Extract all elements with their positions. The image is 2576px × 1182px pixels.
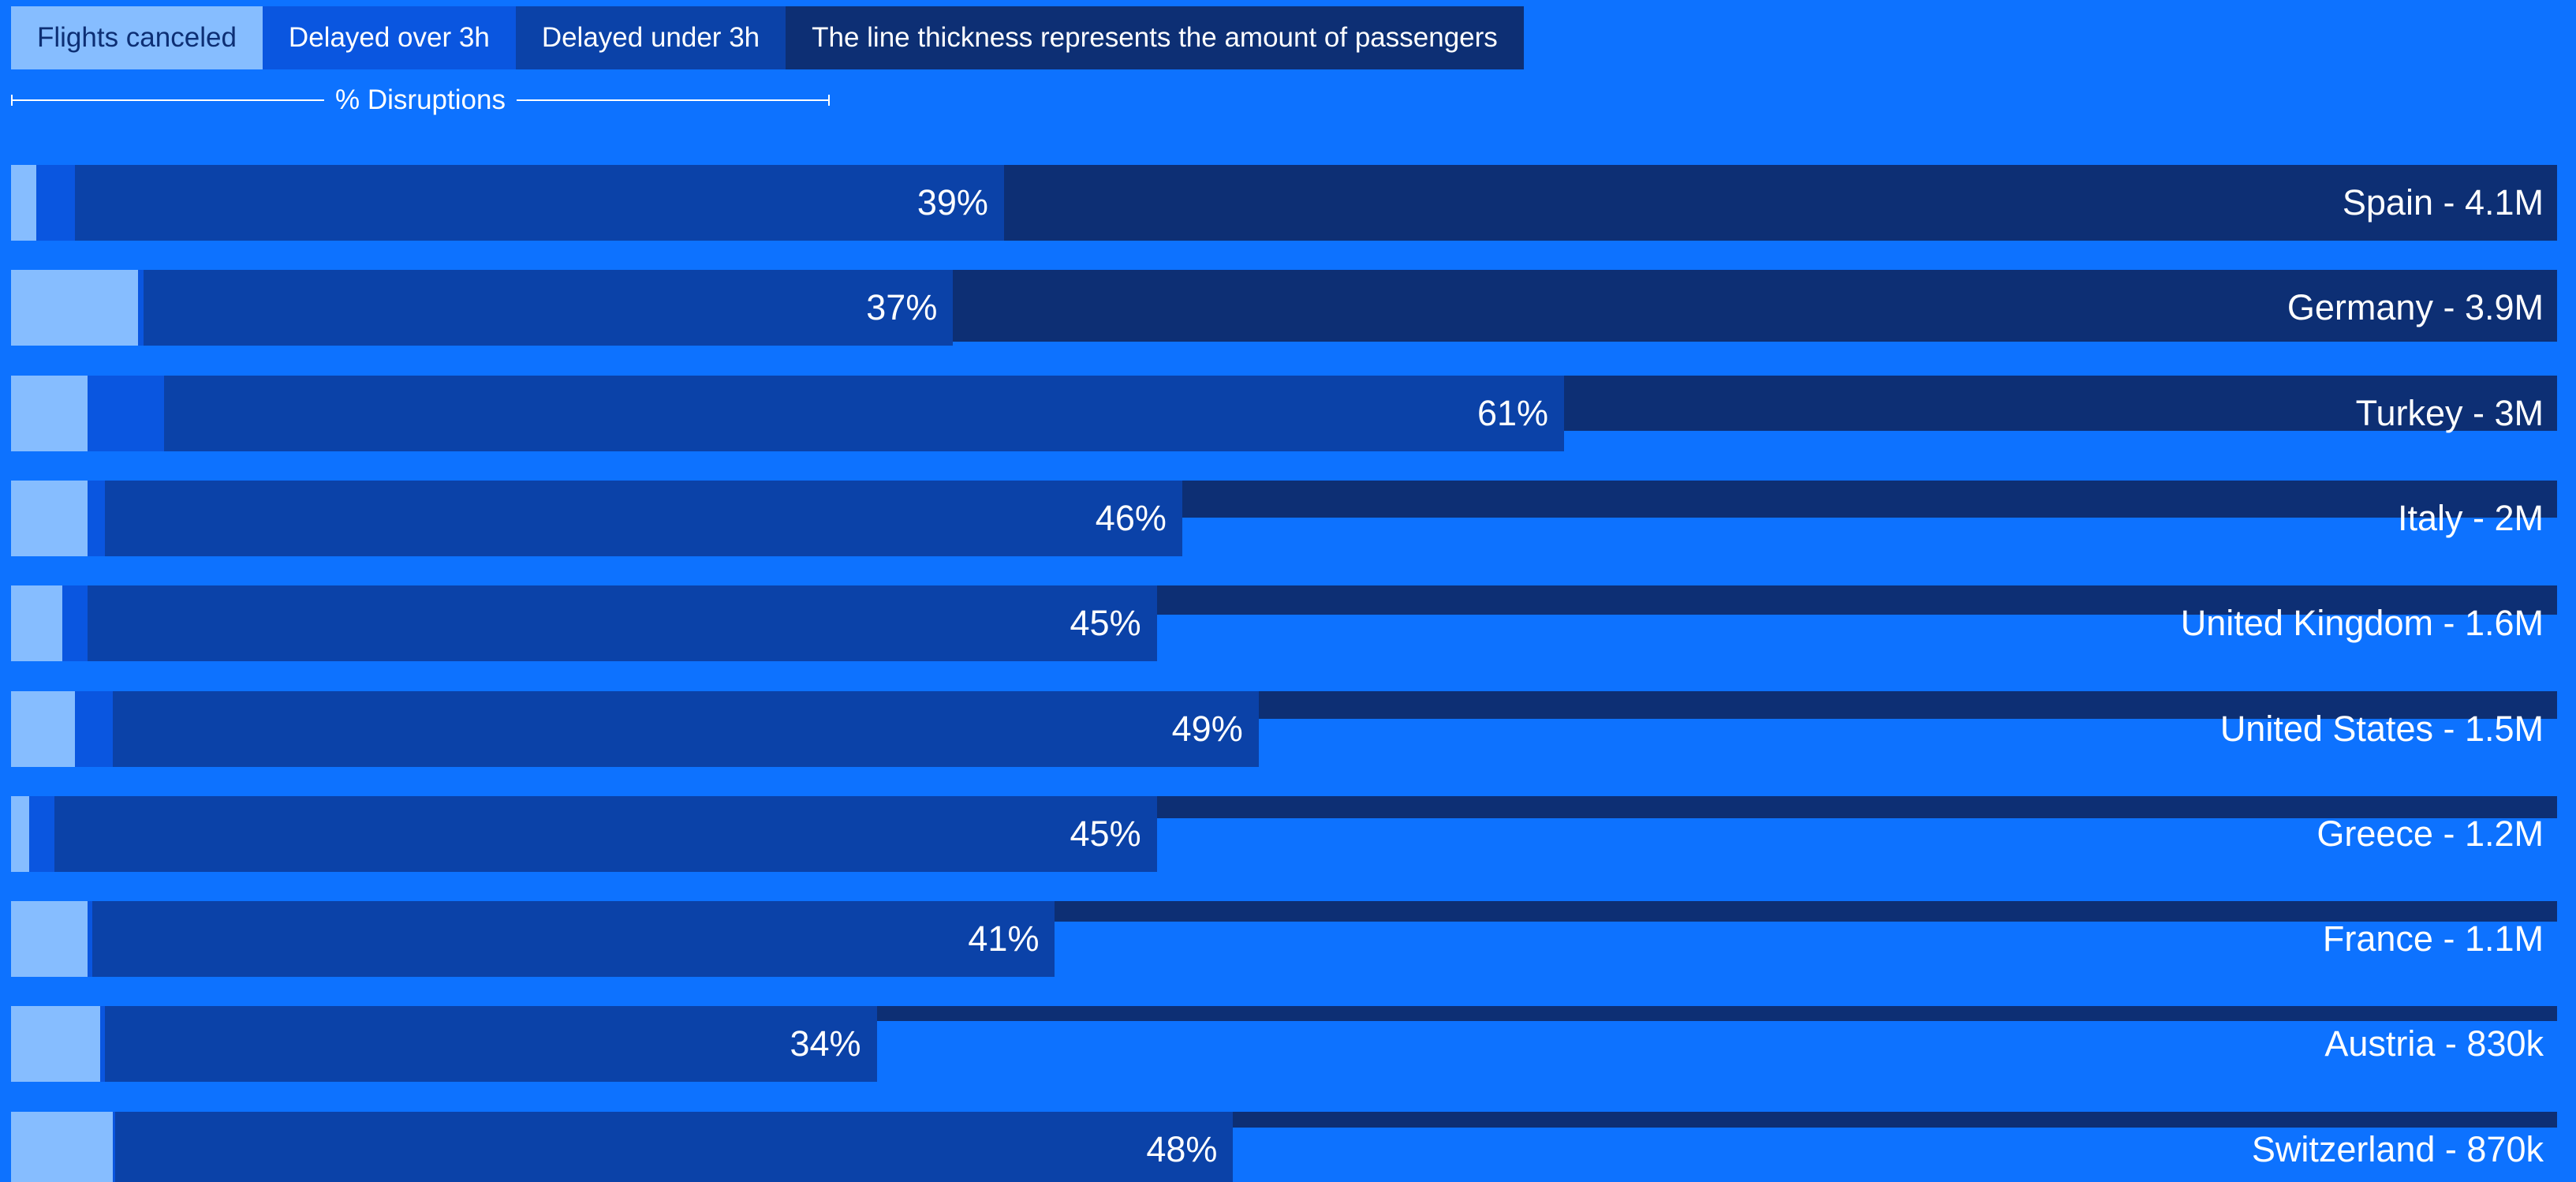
bar-segment-canceled (11, 376, 88, 451)
bar-segment-delayed-over (87, 481, 106, 556)
bar-segment-delayed-under (163, 376, 1565, 451)
bar-segment-canceled (11, 481, 88, 556)
bar-segment-delayed-over (87, 901, 93, 977)
country-label: United Kingdom - 1.6M (2180, 603, 2544, 643)
total-percent-label: 61% (1477, 393, 1549, 433)
country-label: United States - 1.5M (2219, 709, 2544, 749)
legend-label-delayed-under: Delayed under 3h (541, 22, 760, 53)
bar-segment-delayed-under (113, 691, 1259, 767)
bar-row-switzerland: 48% Switzerland - 870k (11, 1112, 2557, 1182)
bar-row-france: 41% France - 1.1M (11, 901, 2557, 977)
legend-label-canceled: Flights canceled (37, 22, 237, 53)
total-percent-label: 34% (790, 1023, 861, 1064)
axis-caption-label: % Disruptions (11, 82, 830, 118)
country-label: Switzerland - 870k (2251, 1129, 2544, 1169)
total-percent-label: 46% (1095, 498, 1167, 538)
bar-segment-canceled (11, 270, 139, 346)
bar-row-united-states: 49% United States - 1.5M (11, 691, 2557, 767)
total-percent-label: 39% (917, 182, 988, 223)
bar-segment-delayed-over (36, 165, 75, 241)
legend-item-delayed-under: Delayed under 3h (515, 6, 786, 69)
bar-segment-delayed-over (87, 376, 164, 451)
bar-segment-delayed-under (87, 585, 1157, 661)
total-percent-label: 41% (968, 918, 1040, 959)
total-percent-label: 45% (1070, 603, 1141, 643)
bar-segment-canceled (11, 796, 29, 872)
bar-segment-delayed-under (54, 796, 1157, 872)
legend-item-canceled: Flights canceled (11, 6, 263, 69)
bar-segment-delayed-under (105, 1006, 877, 1082)
country-label: Greece - 1.2M (2317, 814, 2544, 854)
bar-segment-canceled (11, 165, 37, 241)
total-percent-label: 37% (866, 287, 938, 327)
bar-segment-delayed-under (105, 481, 1182, 556)
bar-segment-canceled (11, 1006, 100, 1082)
bar-row-italy: 46% Italy - 2M (11, 481, 2557, 556)
axis-caption-tick-end (828, 95, 830, 106)
country-label: Austria - 830k (2324, 1023, 2544, 1064)
bar-segment-delayed-under (143, 270, 954, 346)
bar-row-germany: 37% Germany - 3.9M (11, 270, 2557, 346)
total-percent-label: 45% (1070, 814, 1141, 854)
country-label: Germany - 3.9M (2287, 287, 2544, 327)
axis-caption: % Disruptions (11, 82, 830, 118)
bar-segment-canceled (11, 585, 62, 661)
legend-label-thickness-note: The line thickness represents the amount… (812, 22, 1498, 53)
bar-segment-delayed-over (62, 585, 88, 661)
country-label: Turkey - 3M (2355, 393, 2544, 433)
bar-segment-delayed-under (115, 1112, 1234, 1182)
bar-segment-delayed-under (74, 165, 1004, 241)
bar-row-turkey: 61% Turkey - 3M (11, 376, 2557, 451)
bar-segment-canceled (11, 1112, 114, 1182)
country-label: France - 1.1M (2322, 918, 2544, 959)
bar-segment-delayed-over (74, 691, 114, 767)
legend-label-delayed-over: Delayed over 3h (288, 22, 490, 53)
bar-segment-delayed-over (113, 1112, 116, 1182)
bar-segment-delayed-over (99, 1006, 106, 1082)
total-percent-label: 48% (1146, 1129, 1218, 1169)
bar-segment-canceled (11, 691, 75, 767)
total-percent-label: 49% (1171, 709, 1243, 749)
axis-caption-text: % Disruptions (324, 84, 517, 115)
bar-row-austria: 34% Austria - 830k (11, 1006, 2557, 1082)
country-label: Italy - 2M (2397, 498, 2544, 538)
country-label: Spain - 4.1M (2342, 182, 2544, 223)
bar-row-spain: 39% Spain - 4.1M (11, 165, 2557, 241)
bar-segment-canceled (11, 901, 88, 977)
axis-caption-tick-start (11, 95, 13, 106)
legend-item-delayed-over: Delayed over 3h (262, 6, 516, 69)
bar-row-greece: 45% Greece - 1.2M (11, 796, 2557, 872)
bar-segment-delayed-over (28, 796, 54, 872)
bar-row-united-kingdom: 45% United Kingdom - 1.6M (11, 585, 2557, 661)
legend: Flights canceled Delayed over 3h Delayed… (11, 6, 1524, 69)
bar-segment-delayed-over (138, 270, 144, 346)
legend-item-thickness-note: The line thickness represents the amount… (786, 6, 1524, 69)
bar-segment-delayed-under (92, 901, 1055, 977)
